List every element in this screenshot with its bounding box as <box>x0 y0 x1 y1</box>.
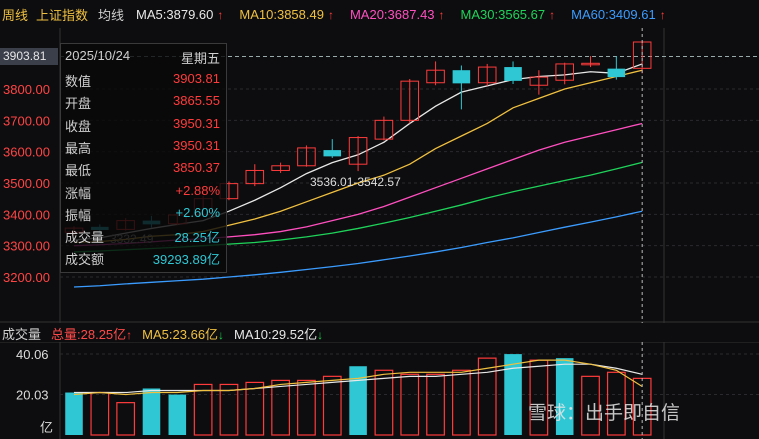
tooltip-row: 数值 3903.81 <box>65 71 222 91</box>
volume-bar-down <box>504 354 522 435</box>
y-tick-label: 3400.00 <box>3 207 50 222</box>
tooltip-value: 3865.55 <box>173 93 220 109</box>
volume-bar-up <box>297 379 316 436</box>
candle-body-up <box>271 165 290 171</box>
ma-legend-item: MA60:3409.61 ↑ <box>571 6 666 22</box>
period-selector[interactable]: 周线 <box>2 7 29 23</box>
tooltip-value: 3950.31 <box>173 115 220 131</box>
ma-legend-item: MA20:3687.43 ↑ <box>349 6 445 22</box>
volume-bar-up <box>245 381 265 436</box>
current-price-tag: 3903.81 <box>0 48 58 65</box>
volume-bar-up <box>400 373 420 436</box>
volume-chart[interactable]: 40.06 20.03 亿 <box>0 342 759 439</box>
volume-ma10-line <box>74 363 643 394</box>
ma-legend-item: MA30:3565.67 ↑ <box>460 6 556 22</box>
tooltip-value: +2.60% <box>175 204 220 220</box>
candle-body-down <box>452 70 471 84</box>
ma-legend-item: MA10:3858.49 ↑ <box>239 6 334 22</box>
y-tick-label: 3300.00 <box>3 239 50 254</box>
tooltip-key: 振幅 <box>65 207 92 223</box>
volume-bar-up <box>116 402 136 436</box>
volume-bar-up <box>322 375 342 436</box>
candle-body-up <box>297 147 316 167</box>
volume-bar-up <box>581 375 600 436</box>
tooltip-weekday: 星期五 <box>180 51 220 66</box>
tooltip-value: 3950.31 <box>173 137 220 153</box>
volume-bar-down <box>349 366 367 435</box>
tooltip-key: 成交量 <box>65 230 105 246</box>
tooltip-key: 涨幅 <box>65 185 92 201</box>
y-tick-label: 3600.00 <box>3 145 50 160</box>
vol-tick-label: 20.03 <box>16 387 49 402</box>
volume-ma5: MA5:23.66亿↓ <box>142 326 225 342</box>
tooltip-value: 28.25亿 <box>174 230 220 246</box>
ma-legend-item: MA5:3879.60 ↑ <box>136 6 224 22</box>
volume-bar-up <box>374 369 394 436</box>
candle-body-down <box>607 68 626 78</box>
candle-body-up <box>348 137 368 165</box>
volume-bar-down <box>142 388 161 435</box>
tooltip-row: 收盘 3950.31 <box>65 116 222 136</box>
watermark-logo: 雪球：出手即自信 <box>528 403 681 424</box>
candle-body-down <box>323 150 342 157</box>
tooltip-key: 最低 <box>65 163 92 179</box>
volume-header: 成交量 总量:28.25亿↑ MA5:23.66亿↓ MA10:29.52亿↓ <box>0 323 759 343</box>
tooltip-key: 开盘 <box>65 96 92 112</box>
volume-bar-down <box>555 358 574 435</box>
volume-ma10: MA10:29.52亿↓ <box>234 326 324 342</box>
chart-header: 周线 上证指数 均线 MA5:3879.60 ↑ MA10:3858.49 ↑ MA20… <box>0 0 759 28</box>
candle-body-up <box>529 76 549 86</box>
tooltip-date: 2025/10/24 <box>65 48 131 63</box>
tooltip-row: 振幅 +2.60% <box>65 205 222 225</box>
ma-legend: MA5:3879.60 ↑ MA10:3858.49 ↑ MA20:3687.43 ↑ MA… <box>128 7 674 22</box>
moving-average-label[interactable]: 均线 <box>98 7 125 23</box>
volume-label[interactable]: 成交量 <box>2 326 42 342</box>
volume-bar-up <box>477 357 497 436</box>
tooltip-row: 最高 3950.31 <box>65 138 222 158</box>
candle-body-up <box>374 119 394 140</box>
y-tick-label: 3200.00 <box>3 270 50 285</box>
vol-tick-label: 40.06 <box>16 347 49 362</box>
tooltip-key: 收盘 <box>65 118 92 134</box>
tooltip-value: 3850.37 <box>173 160 220 176</box>
candle-body-up <box>400 80 420 121</box>
tooltip-row: 开盘 3865.55 <box>65 93 222 113</box>
y-tick-label: 3700.00 <box>3 113 50 128</box>
volume-bar-up <box>271 379 290 436</box>
tooltip-row: 最低 3850.37 <box>65 160 222 180</box>
volume-bar-up <box>606 371 626 436</box>
vol-unit-label: 亿 <box>40 420 53 435</box>
tooltip-value: 39293.89亿 <box>152 252 220 268</box>
index-name[interactable]: 上证指数 <box>36 7 89 23</box>
tooltip-row: 涨幅 +2.88% <box>65 183 222 203</box>
tooltip-key: 成交额 <box>65 252 105 268</box>
tooltip-key: 最高 <box>65 140 92 156</box>
volume-bar-down <box>168 394 187 435</box>
volume-bar-up <box>90 391 110 436</box>
candle-body-up <box>477 66 497 84</box>
tooltip-row: 成交量 28.25亿 <box>65 227 222 247</box>
candle-body-up <box>581 62 600 66</box>
data-tooltip: 2025/10/24 星期五 数值 3903.81 开盘 3865.55 收盘 3950.… <box>60 43 227 273</box>
candle-body-up <box>245 169 265 185</box>
volume-total: 总量:28.25亿↑ <box>51 326 133 342</box>
candle-body-up <box>555 63 574 81</box>
tooltip-value: 3903.81 <box>173 71 220 86</box>
candle-body-down <box>504 67 522 81</box>
volume-ma5-line <box>73 359 643 396</box>
volume-bar-down <box>65 392 83 435</box>
volume-bar-up <box>452 369 471 436</box>
volume-bar-up <box>426 373 445 436</box>
tooltip-key: 数值 <box>65 74 92 89</box>
y-tick-label: 3500.00 <box>3 176 50 191</box>
ma60-line <box>73 210 643 288</box>
tooltip-value: +2.88% <box>175 182 220 198</box>
y-tick-label: 3800.00 <box>3 82 50 97</box>
volume-bar-up <box>193 383 213 436</box>
low-range-annotation: 3536.01-3542.57 <box>310 175 401 189</box>
candle-body-up <box>426 69 445 84</box>
tooltip-row: 成交额 39293.89亿 <box>65 249 222 269</box>
volume-bar-up <box>219 383 239 436</box>
